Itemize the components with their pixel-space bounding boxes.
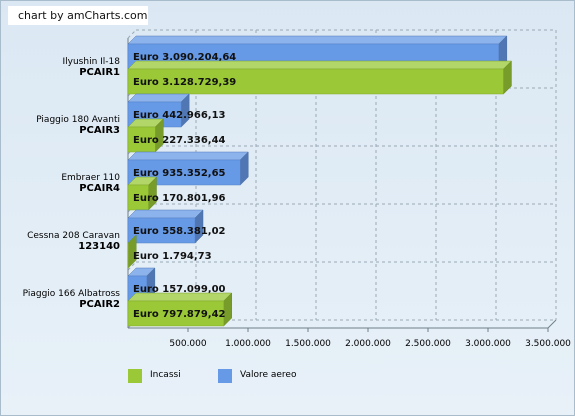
data-label: Euro 3.128.729,39 [133, 77, 236, 88]
data-label: Euro 1.794,73 [133, 251, 212, 262]
category-code: PCAIR4 [79, 183, 120, 194]
bars: Euro 3.090.204,64 Euro 3.128.729,39 Euro 4… [127, 35, 513, 327]
grid-depth-line [127, 319, 137, 329]
legend-swatch-valore-aereo [218, 369, 232, 383]
bar-valore-aereo-top [127, 151, 249, 161]
x-tick-label: 500.000 [169, 339, 206, 349]
bar-incassi-top [127, 292, 233, 302]
category-name: Embraer 110 [61, 173, 120, 183]
x-tick-label: 3.000.000 [465, 339, 511, 349]
grid-depth-line [127, 145, 137, 155]
bar-incassi-top [127, 60, 513, 70]
x-tick-label: 1.000.000 [225, 339, 271, 349]
bar-valore-aereo-top [127, 35, 508, 45]
data-label: Euro 797.879,42 [133, 309, 226, 320]
x-axis-depth-line [547, 319, 557, 329]
grid-depth-line [127, 29, 137, 39]
grid-depth-line [127, 87, 137, 97]
category-name: Ilyushin Il-18 [63, 57, 121, 67]
category-code: PCAIR1 [79, 67, 120, 78]
category-name: Piaggio 166 Albatross [23, 289, 121, 299]
x-tick-label: 2.500.000 [405, 339, 451, 349]
amcharts-credit[interactable]: chart by amCharts.com [8, 6, 148, 25]
data-label: Euro 558.381,02 [133, 226, 226, 237]
grid-depth-line [127, 203, 137, 213]
bar-valore-aereo [127, 217, 196, 244]
x-tick-label: 3.500.000 [525, 339, 571, 349]
data-label: Euro 3.090.204,64 [133, 52, 236, 63]
bar-valore-aereo-top [127, 93, 190, 103]
bar-incassi [127, 68, 504, 95]
data-label: Euro 227.336,44 [133, 135, 226, 146]
legend-swatch-incassi [128, 369, 142, 383]
x-tick-label: 2.000.000 [345, 339, 391, 349]
bar-valore-aereo-top [127, 209, 204, 219]
data-label: Euro 157.099,00 [133, 284, 226, 295]
bar-incassi [127, 126, 156, 153]
data-label: Euro 442.966,13 [133, 110, 226, 121]
legend-label-incassi: Incassi [150, 370, 181, 380]
category-code: PCAIR2 [79, 299, 120, 310]
x-tick-label: 1.500.000 [285, 339, 331, 349]
x-axis-ticks: 500.000 1.000.000 1.500.000 2.000.000 2.500.… [169, 328, 571, 349]
grid-depth-line [127, 261, 137, 271]
category-name: Cessna 208 Caravan [27, 231, 120, 241]
data-label: Euro 170.801,96 [133, 193, 226, 204]
category-name: Piaggio 180 Avanti [36, 115, 120, 125]
bar-incassi [127, 300, 224, 327]
data-label: Euro 935.352,65 [133, 168, 226, 179]
legend-label-valore-aereo: Valore aereo [240, 370, 297, 380]
category-code: PCAIR3 [79, 125, 120, 136]
category-code: 123140 [78, 241, 120, 252]
